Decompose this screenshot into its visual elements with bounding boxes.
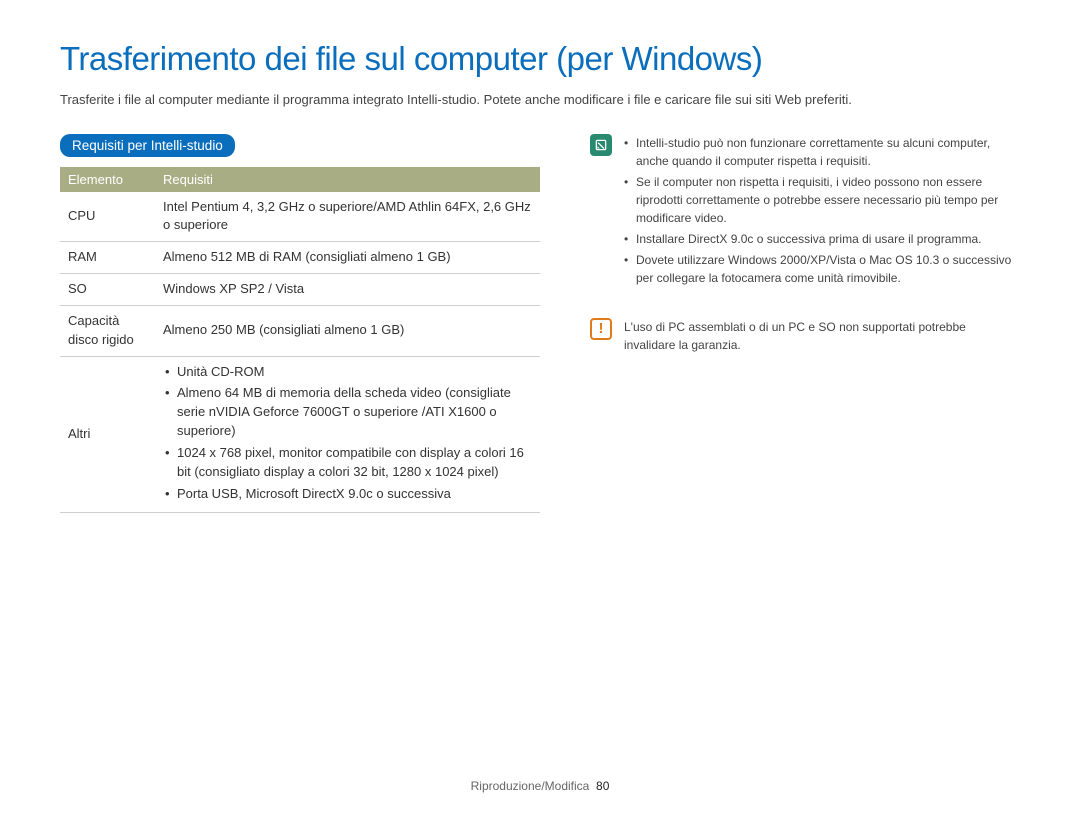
row-value-altri: Unità CD-ROM Almeno 64 MB di memoria del… bbox=[155, 356, 540, 513]
footer-page-number: 80 bbox=[596, 779, 609, 793]
row-label-cpu: CPU bbox=[60, 192, 155, 242]
warning-text: L'uso di PC assemblati o di un PC e SO n… bbox=[624, 318, 1020, 354]
altri-list: Unità CD-ROM Almeno 64 MB di memoria del… bbox=[163, 363, 532, 504]
row-value-so: Windows XP SP2 / Vista bbox=[155, 274, 540, 306]
content-columns: Requisiti per Intelli-studio Elemento Re… bbox=[60, 134, 1020, 514]
table-row: Capacità disco rigido Almeno 250 MB (con… bbox=[60, 305, 540, 356]
table-row: SO Windows XP SP2 / Vista bbox=[60, 274, 540, 306]
list-item: Dovete utilizzare Windows 2000/XP/Vista … bbox=[624, 251, 1020, 287]
requirements-table: Elemento Requisiti CPU Intel Pentium 4, … bbox=[60, 167, 540, 514]
row-label-hdd: Capacità disco rigido bbox=[60, 305, 155, 356]
list-item: Almeno 64 MB di memoria della scheda vid… bbox=[163, 384, 532, 441]
info-list: Intelli-studio può non funzionare corret… bbox=[624, 134, 1020, 290]
page-title: Trasferimento dei file sul computer (per… bbox=[60, 40, 1020, 78]
right-column: Intelli-studio può non funzionare corret… bbox=[590, 134, 1020, 514]
table-row: CPU Intel Pentium 4, 3,2 GHz o superiore… bbox=[60, 192, 540, 242]
list-item: Unità CD-ROM bbox=[163, 363, 532, 382]
footer-section: Riproduzione/Modifica bbox=[471, 779, 590, 793]
row-value-cpu: Intel Pentium 4, 3,2 GHz o superiore/AMD… bbox=[155, 192, 540, 242]
table-row: Altri Unità CD-ROM Almeno 64 MB di memor… bbox=[60, 356, 540, 513]
info-icon bbox=[590, 134, 612, 156]
page-footer: Riproduzione/Modifica 80 bbox=[0, 779, 1080, 793]
row-label-ram: RAM bbox=[60, 242, 155, 274]
intro-text: Trasferite i file al computer mediante i… bbox=[60, 90, 1020, 110]
warning-note: ! L'uso di PC assemblati o di un PC e SO… bbox=[590, 318, 1020, 354]
table-row: RAM Almeno 512 MB di RAM (consigliati al… bbox=[60, 242, 540, 274]
row-value-hdd: Almeno 250 MB (consigliati almeno 1 GB) bbox=[155, 305, 540, 356]
list-item: Intelli-studio può non funzionare corret… bbox=[624, 134, 1020, 170]
list-item: Se il computer non rispetta i requisiti,… bbox=[624, 173, 1020, 227]
info-note: Intelli-studio può non funzionare corret… bbox=[590, 134, 1020, 290]
list-item: Installare DirectX 9.0c o successiva pri… bbox=[624, 230, 1020, 248]
table-header-requisiti: Requisiti bbox=[155, 167, 540, 192]
list-item: 1024 x 768 pixel, monitor compatibile co… bbox=[163, 444, 532, 482]
left-column: Requisiti per Intelli-studio Elemento Re… bbox=[60, 134, 540, 514]
section-heading-pill: Requisiti per Intelli-studio bbox=[60, 134, 235, 157]
list-item: Porta USB, Microsoft DirectX 9.0c o succ… bbox=[163, 485, 532, 504]
row-value-ram: Almeno 512 MB di RAM (consigliati almeno… bbox=[155, 242, 540, 274]
row-label-so: SO bbox=[60, 274, 155, 306]
row-label-altri: Altri bbox=[60, 356, 155, 513]
table-header-elemento: Elemento bbox=[60, 167, 155, 192]
warning-icon: ! bbox=[590, 318, 612, 340]
